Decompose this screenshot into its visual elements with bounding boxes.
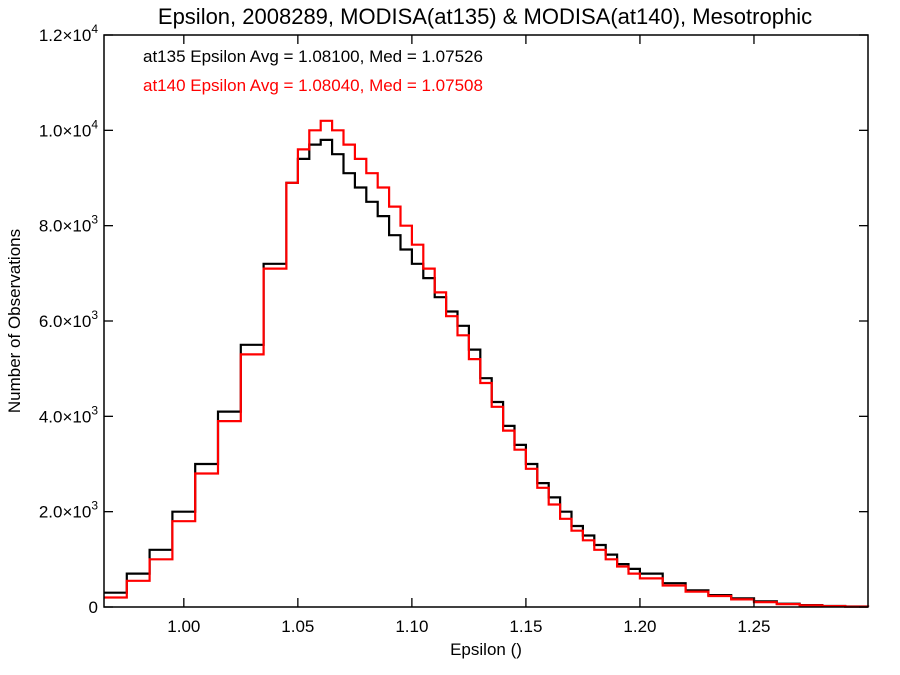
annotation-at135: at135 Epsilon Avg = 1.08100, Med = 1.075… — [143, 47, 483, 66]
y-tick-label-3: 6.0×103 — [39, 308, 98, 331]
axis-layer: 1.00 1.05 1.10 1.15 1.20 1.25 0 2.0×103 4.0×103 6… — [39, 22, 868, 636]
x-tick-label-4: 1.20 — [623, 617, 656, 636]
x-tick-label-5: 1.25 — [737, 617, 770, 636]
annotation-at140: at140 Epsilon Avg = 1.08040, Med = 1.075… — [143, 76, 483, 95]
y-tick-label-2: 4.0×103 — [39, 403, 98, 426]
x-tick-label-0: 1.00 — [167, 617, 200, 636]
y-tick-label-1: 2.0×103 — [39, 499, 98, 522]
x-tick-label-1: 1.05 — [281, 617, 314, 636]
x-tick-label-3: 1.15 — [509, 617, 542, 636]
x-tick-label-2: 1.10 — [395, 617, 428, 636]
y-tick-label-0: 0 — [89, 598, 98, 617]
y-axis-label: Number of Observations — [5, 229, 24, 413]
chart-title: Epsilon, 2008289, MODISA(at135) & MODISA… — [158, 4, 812, 29]
series-line-1 — [104, 119, 870, 608]
series-layer — [104, 119, 870, 608]
y-tick-label-4: 8.0×103 — [39, 213, 98, 236]
y-tick-label-6: 1.2×104 — [39, 22, 98, 45]
x-axis-label: Epsilon () — [450, 640, 522, 659]
y-tick-label-5: 1.0×104 — [39, 117, 98, 140]
